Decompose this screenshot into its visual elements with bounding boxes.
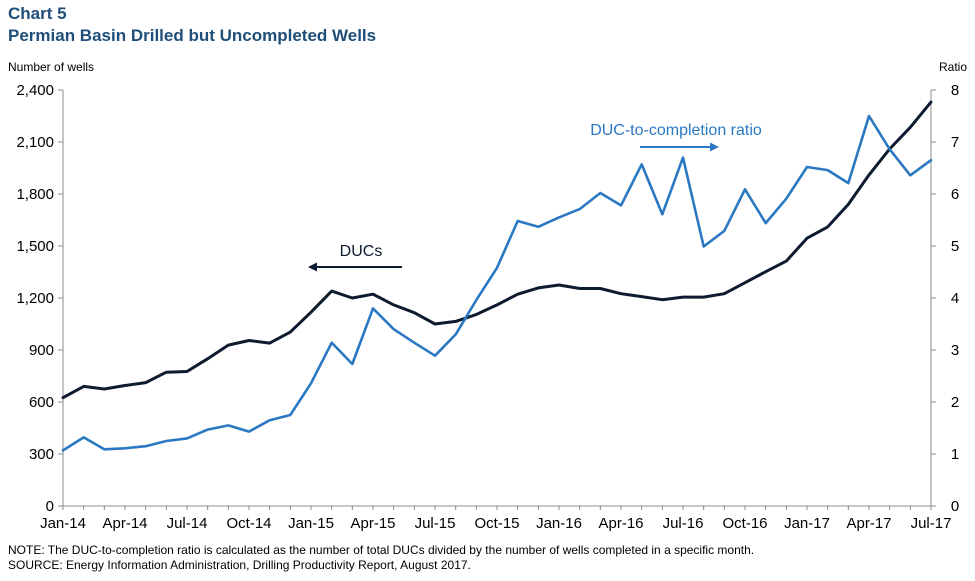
left-tick-label: 300: [29, 446, 54, 463]
x-tick-label: Jul-15: [415, 515, 456, 532]
right-axis-label: Ratio: [938, 60, 967, 74]
chart-title: Permian Basin Drilled but Uncompleted We…: [8, 26, 377, 45]
source-text: SOURCE: Energy Information Administratio…: [8, 558, 471, 572]
right-tick-label: 7: [951, 134, 959, 151]
ducs-annotation-label: DUCs: [340, 243, 383, 260]
right-tick-label: 0: [951, 498, 959, 515]
ratio-series-line: [61, 114, 933, 452]
x-tick-label: Oct-14: [226, 515, 271, 532]
x-tick-label: Oct-16: [722, 515, 767, 532]
left-tick-label: 2,400: [16, 82, 54, 99]
ducs-annotation-arrowhead: [308, 262, 317, 272]
left-axis-label: Number of wells: [8, 60, 95, 74]
chart-number: Chart 5: [8, 4, 67, 23]
x-tick-label: Apr-14: [102, 515, 147, 532]
x-tick-label: Apr-16: [598, 515, 643, 532]
left-tick-label: 1,500: [16, 238, 54, 255]
left-tick-label: 2,100: [16, 134, 54, 151]
left-tick-label: 1,200: [16, 290, 54, 307]
note-text: NOTE: The DUC-to-completion ratio is cal…: [8, 543, 755, 557]
x-tick-label: Jul-17: [911, 515, 952, 532]
left-tick-label: 1,800: [16, 186, 54, 203]
right-tick-label: 5: [951, 238, 959, 255]
x-tick-label: Jan-17: [784, 515, 830, 532]
ducs-series-line: [61, 100, 933, 400]
right-tick-label: 2: [951, 394, 959, 411]
ratio-annotation-label: DUC-to-completion ratio: [590, 122, 762, 139]
left-tick-label: 0: [46, 498, 54, 515]
footnote: NOTE: The DUC-to-completion ratio is cal…: [8, 543, 754, 573]
title-block: Chart 5 Permian Basin Drilled but Uncomp…: [8, 3, 376, 47]
ratio-annotation-arrowhead: [710, 142, 719, 152]
x-tick-label: Jul-16: [663, 515, 704, 532]
x-tick-label: Oct-15: [474, 515, 519, 532]
x-tick-label: Jan-15: [288, 515, 334, 532]
left-tick-label: 900: [29, 342, 54, 359]
x-tick-label: Apr-17: [846, 515, 891, 532]
right-tick-label: 4: [951, 290, 959, 307]
x-tick-label: Jan-14: [40, 515, 86, 532]
left-tick-label: 600: [29, 394, 54, 411]
x-tick-label: Jul-14: [167, 515, 208, 532]
x-tick-label: Jan-16: [536, 515, 582, 532]
right-tick-label: 6: [951, 186, 959, 203]
right-tick-label: 3: [951, 342, 959, 359]
right-tick-label: 1: [951, 446, 959, 463]
x-tick-label: Apr-15: [350, 515, 395, 532]
right-tick-label: 8: [951, 82, 959, 99]
